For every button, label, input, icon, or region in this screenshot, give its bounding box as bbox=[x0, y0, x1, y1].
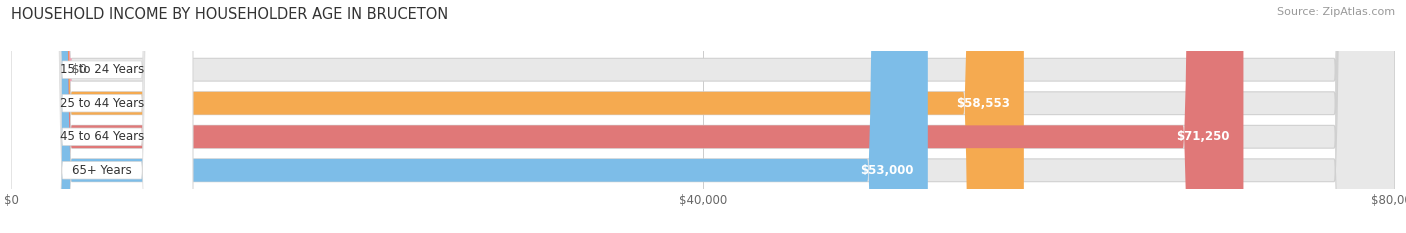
Text: 25 to 44 Years: 25 to 44 Years bbox=[60, 97, 145, 110]
Text: 65+ Years: 65+ Years bbox=[72, 164, 132, 177]
FancyBboxPatch shape bbox=[11, 0, 1243, 233]
Text: Source: ZipAtlas.com: Source: ZipAtlas.com bbox=[1277, 7, 1395, 17]
FancyBboxPatch shape bbox=[11, 0, 928, 233]
FancyBboxPatch shape bbox=[11, 0, 1395, 233]
FancyBboxPatch shape bbox=[11, 0, 193, 233]
FancyBboxPatch shape bbox=[11, 0, 193, 233]
FancyBboxPatch shape bbox=[11, 0, 193, 233]
Text: $0: $0 bbox=[72, 63, 87, 76]
FancyBboxPatch shape bbox=[6, 0, 72, 233]
FancyBboxPatch shape bbox=[11, 0, 193, 233]
FancyBboxPatch shape bbox=[11, 0, 1395, 233]
FancyBboxPatch shape bbox=[11, 0, 1395, 233]
Text: $71,250: $71,250 bbox=[1175, 130, 1230, 143]
FancyBboxPatch shape bbox=[11, 0, 1024, 233]
Text: $53,000: $53,000 bbox=[860, 164, 914, 177]
Text: 15 to 24 Years: 15 to 24 Years bbox=[60, 63, 145, 76]
FancyBboxPatch shape bbox=[11, 0, 1395, 233]
Text: 45 to 64 Years: 45 to 64 Years bbox=[60, 130, 145, 143]
Text: HOUSEHOLD INCOME BY HOUSEHOLDER AGE IN BRUCETON: HOUSEHOLD INCOME BY HOUSEHOLDER AGE IN B… bbox=[11, 7, 449, 22]
Text: $58,553: $58,553 bbox=[956, 97, 1010, 110]
